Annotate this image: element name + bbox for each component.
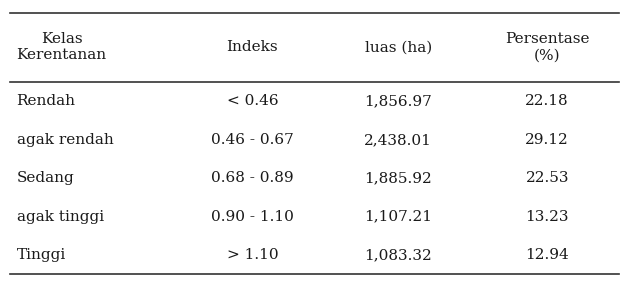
Text: 12.94: 12.94 (525, 248, 569, 262)
Text: 0.68 - 0.89: 0.68 - 0.89 (211, 171, 294, 185)
Text: Persentase
(%): Persentase (%) (505, 32, 589, 63)
Text: Sedang: Sedang (16, 171, 74, 185)
Text: luas (ha): luas (ha) (365, 40, 432, 54)
Text: agak rendah: agak rendah (16, 133, 113, 147)
Text: Rendah: Rendah (16, 94, 75, 108)
Text: 22.53: 22.53 (525, 171, 569, 185)
Text: 2,438.01: 2,438.01 (364, 133, 432, 147)
Text: 29.12: 29.12 (525, 133, 569, 147)
Text: Indeks: Indeks (226, 40, 278, 54)
Text: 1,856.97: 1,856.97 (364, 94, 432, 108)
Text: > 1.10: > 1.10 (226, 248, 278, 262)
Text: Kelas
Kerentanan: Kelas Kerentanan (16, 32, 107, 63)
Text: Tinggi: Tinggi (16, 248, 66, 262)
Text: < 0.46: < 0.46 (226, 94, 278, 108)
Text: 1,885.92: 1,885.92 (364, 171, 432, 185)
Text: 22.18: 22.18 (525, 94, 569, 108)
Text: 1,083.32: 1,083.32 (364, 248, 432, 262)
Text: 13.23: 13.23 (525, 210, 569, 224)
Text: 0.90 - 1.10: 0.90 - 1.10 (211, 210, 294, 224)
Text: 0.46 - 0.67: 0.46 - 0.67 (211, 133, 294, 147)
Text: agak tinggi: agak tinggi (16, 210, 104, 224)
Text: 1,107.21: 1,107.21 (364, 210, 432, 224)
